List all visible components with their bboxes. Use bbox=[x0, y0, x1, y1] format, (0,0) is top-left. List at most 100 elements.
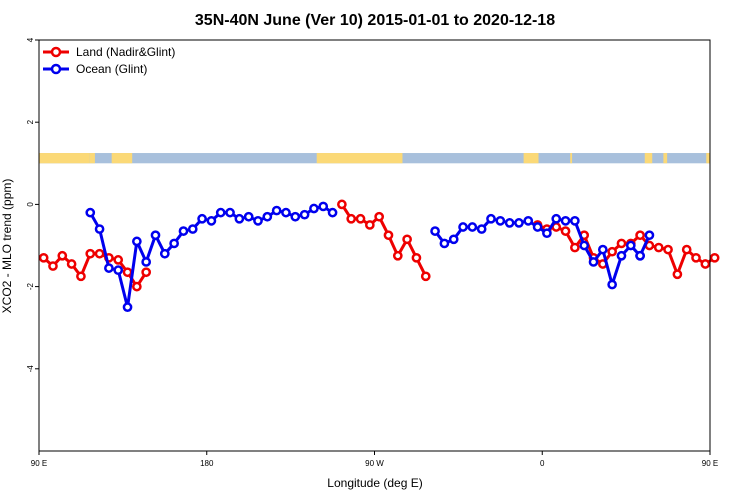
land-segment bbox=[523, 153, 539, 164]
land-segment bbox=[663, 153, 668, 164]
data-point bbox=[700, 259, 711, 269]
data-point bbox=[420, 271, 431, 282]
legend-marker-land bbox=[50, 46, 62, 58]
data-point bbox=[392, 250, 403, 261]
data-point bbox=[504, 218, 515, 228]
land-segment bbox=[316, 153, 403, 164]
data-point bbox=[234, 213, 245, 224]
data-point bbox=[271, 205, 282, 216]
data-point bbox=[607, 246, 617, 257]
legend-label-land: Land (Nadir&Glint) bbox=[76, 45, 175, 59]
data-point bbox=[159, 248, 170, 259]
y-tick-label: 4 bbox=[26, 37, 35, 42]
series-1 bbox=[85, 201, 655, 312]
data-point bbox=[625, 240, 636, 251]
y-tick-label: 0 bbox=[26, 202, 35, 207]
land-ocean-strip bbox=[39, 153, 710, 164]
legend-label-ocean: Ocean (Glint) bbox=[76, 62, 147, 76]
x-tick-label: 90 E bbox=[31, 459, 47, 468]
chart-title: 35N-40N June (Ver 10) 2015-01-01 to 2020… bbox=[195, 12, 555, 29]
series-0 bbox=[38, 199, 720, 292]
land-segment bbox=[89, 153, 95, 164]
data-point bbox=[94, 248, 105, 259]
data-point bbox=[495, 215, 506, 226]
data-point bbox=[374, 211, 385, 222]
data-point bbox=[141, 267, 152, 278]
data-point bbox=[709, 252, 720, 263]
data-point bbox=[448, 234, 459, 245]
data-point bbox=[104, 263, 114, 273]
data-point bbox=[486, 213, 496, 224]
data-point bbox=[113, 255, 124, 265]
land-segment bbox=[39, 153, 90, 164]
data-point bbox=[215, 207, 226, 218]
data-point bbox=[458, 222, 468, 232]
x-axis-label: Longitude (deg E) bbox=[327, 476, 422, 490]
y-tick-label: -4 bbox=[26, 365, 35, 373]
legend: Land (Nadir&Glint) Ocean (Glint) bbox=[43, 45, 175, 76]
x-tick-label: 90 E bbox=[702, 459, 718, 468]
data-point bbox=[570, 242, 580, 253]
data-point bbox=[597, 244, 608, 255]
data-point bbox=[253, 215, 263, 226]
data-point bbox=[178, 226, 189, 236]
data-point bbox=[663, 244, 673, 255]
data-point bbox=[243, 211, 254, 222]
data-point bbox=[653, 242, 664, 253]
data-point bbox=[57, 250, 68, 261]
data-point bbox=[122, 267, 133, 278]
data-point bbox=[225, 207, 235, 218]
data-point bbox=[691, 252, 701, 263]
data-point bbox=[318, 201, 329, 212]
data-point bbox=[635, 230, 645, 241]
land-segment bbox=[570, 153, 573, 164]
data-point bbox=[66, 259, 77, 269]
data-point bbox=[206, 215, 217, 226]
data-point bbox=[551, 213, 562, 224]
data-point bbox=[169, 238, 179, 249]
x-tick-label: 180 bbox=[200, 459, 214, 468]
data-point bbox=[672, 269, 683, 280]
data-point bbox=[150, 230, 161, 241]
data-point bbox=[48, 261, 58, 271]
data-point bbox=[364, 220, 375, 230]
data-point bbox=[467, 222, 478, 232]
data-point bbox=[85, 248, 96, 259]
data-point bbox=[579, 240, 590, 251]
land-segment bbox=[644, 153, 653, 164]
data-point bbox=[113, 265, 124, 276]
data-point bbox=[607, 279, 617, 290]
data-point bbox=[644, 230, 655, 241]
y-tick-label: 2 bbox=[26, 119, 35, 124]
data-point bbox=[337, 199, 347, 210]
y-axis-label: XCO2 - MLO trend (ppm) bbox=[0, 179, 14, 314]
y-tick-label: -2 bbox=[26, 282, 35, 290]
data-point bbox=[85, 207, 96, 218]
legend-marker-ocean bbox=[50, 63, 62, 75]
data-point bbox=[476, 224, 487, 234]
x-tick-label: 90 W bbox=[365, 459, 384, 468]
data-point bbox=[262, 211, 273, 222]
data-point bbox=[439, 238, 450, 249]
data-point bbox=[290, 211, 301, 222]
land-segment bbox=[706, 153, 710, 164]
data-point bbox=[355, 213, 366, 224]
data-point bbox=[309, 203, 319, 214]
data-point bbox=[514, 218, 524, 228]
data-point bbox=[187, 224, 198, 234]
data-point bbox=[681, 244, 692, 255]
data-point bbox=[197, 213, 207, 224]
data-point bbox=[281, 207, 291, 218]
series-layer bbox=[38, 199, 720, 312]
data-point bbox=[523, 215, 534, 226]
data-point bbox=[327, 207, 338, 218]
data-point bbox=[532, 222, 543, 232]
x-tick-label: 0 bbox=[540, 459, 545, 468]
data-point bbox=[122, 302, 133, 312]
data-point bbox=[402, 234, 412, 245]
data-point bbox=[560, 215, 571, 226]
data-point bbox=[616, 250, 627, 261]
data-point bbox=[570, 215, 580, 226]
plot-frame bbox=[38, 39, 711, 452]
